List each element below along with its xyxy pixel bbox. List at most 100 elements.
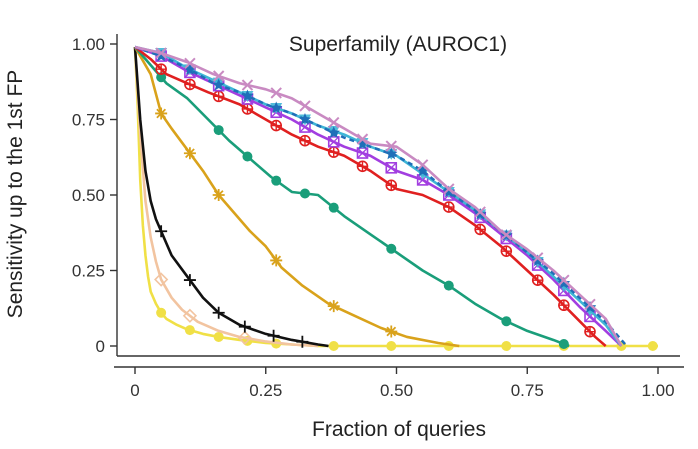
series-marker	[270, 101, 283, 114]
series-marker	[558, 274, 570, 286]
series-marker	[442, 185, 455, 198]
series-marker	[271, 175, 282, 186]
series-marker	[443, 280, 454, 291]
series-marker	[155, 225, 168, 238]
x-axis-title: Fraction of queries	[312, 418, 486, 441]
y-tick-label: 0.25	[72, 262, 105, 281]
series-marker	[182, 308, 198, 323]
series-marker	[583, 300, 597, 313]
series-marker	[327, 300, 340, 313]
y-tick-label: 0.75	[72, 111, 105, 130]
series-marker	[241, 89, 254, 102]
series-marker	[385, 162, 397, 174]
series-marker	[328, 147, 339, 158]
series-line	[133, 46, 319, 348]
x-tick-label: 0.75	[511, 381, 544, 400]
series-marker	[501, 246, 512, 257]
series-marker	[474, 206, 486, 218]
series-marker	[156, 307, 167, 318]
series-marker	[184, 325, 195, 336]
series-marker	[299, 188, 310, 199]
ticks-layer: 0 0.25 0.50 0.75 1.00 0 0.25 0.50 0.75 1.00	[72, 35, 675, 400]
y-tick-label: 1.00	[72, 35, 105, 54]
series-marker	[356, 137, 369, 150]
series-marker	[416, 164, 429, 177]
series-marker	[299, 135, 310, 146]
series-marker	[242, 151, 253, 162]
series-marker	[385, 140, 397, 152]
series-marker	[154, 272, 169, 287]
series-marker	[356, 133, 369, 145]
series-marker	[558, 300, 569, 311]
series-marker	[183, 274, 196, 287]
series-marker	[501, 341, 512, 351]
series-marker	[558, 338, 569, 349]
x-tick-label: 1.00	[641, 381, 674, 400]
series-marker	[267, 329, 280, 342]
series-marker	[386, 243, 397, 254]
series-marker	[328, 202, 339, 213]
series-marker	[647, 341, 658, 351]
series-marker	[585, 326, 596, 337]
series-marker	[475, 224, 486, 235]
y-tick-label: 0	[96, 337, 105, 356]
series-marker	[242, 103, 253, 114]
series-marker	[327, 126, 340, 139]
series-marker	[386, 341, 397, 351]
series-marker	[385, 162, 398, 174]
series-marker	[212, 189, 225, 201]
series-marker	[386, 180, 397, 191]
x-tick-label: 0	[130, 381, 139, 400]
x-tick-label: 0.50	[380, 381, 413, 400]
series-marker	[500, 229, 513, 241]
series-line	[134, 46, 570, 348]
series-marker	[271, 120, 282, 131]
series-marker	[241, 79, 254, 91]
series-marker	[213, 125, 224, 136]
series-marker	[270, 87, 282, 99]
series-marker	[443, 183, 455, 195]
series-group	[133, 46, 658, 351]
series-marker	[357, 161, 368, 172]
y-axis-title: Sensitivity up to the 1st FP	[4, 70, 27, 319]
series-marker	[296, 335, 309, 348]
series-marker	[156, 64, 167, 75]
series-marker	[385, 325, 398, 338]
series-marker	[501, 316, 512, 327]
series-line	[133, 46, 460, 348]
chart-title: Superfamily (AUROC1)	[289, 33, 507, 56]
y-tick-label: 0.50	[72, 186, 105, 205]
series-marker	[532, 252, 544, 264]
series-marker	[183, 147, 196, 160]
series-marker	[213, 331, 224, 342]
series-marker	[584, 298, 596, 311]
series-marker	[154, 49, 168, 62]
series-marker	[155, 47, 167, 59]
series-marker	[557, 276, 571, 289]
series-marker	[238, 320, 251, 333]
series-marker	[184, 57, 196, 70]
series-marker	[156, 72, 167, 83]
series-line	[133, 46, 329, 348]
series-marker	[532, 275, 543, 286]
series-marker	[328, 116, 340, 129]
series-marker	[155, 107, 168, 120]
series-marker	[328, 136, 340, 148]
series-marker	[212, 78, 225, 91]
series-marker	[298, 113, 312, 125]
x-tick-label: 0.25	[249, 381, 282, 400]
series-marker	[270, 254, 283, 267]
series-marker	[213, 91, 224, 102]
series-group	[133, 46, 460, 348]
series-group	[134, 45, 623, 347]
series-marker	[212, 306, 225, 319]
series-marker	[328, 341, 339, 351]
series-marker	[531, 254, 544, 267]
series-marker	[299, 100, 311, 112]
series-marker	[357, 147, 368, 159]
series-marker	[237, 330, 252, 345]
series-marker	[184, 79, 195, 90]
series-marker	[416, 159, 429, 171]
